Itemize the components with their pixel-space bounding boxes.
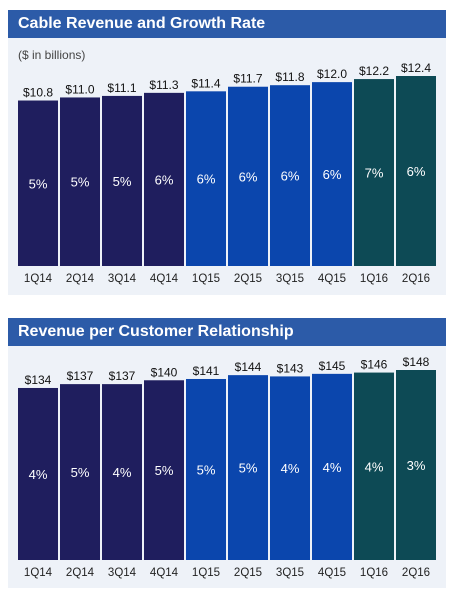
unit-subtitle: ($ in billions) [18,48,86,62]
growth-rate-label: 6% [407,164,426,179]
bar [228,86,268,267]
x-tick-label: 1Q16 [360,273,388,285]
growth-rate-label: 7% [365,166,384,181]
revenue-per-customer-panel: Revenue per Customer Relationship $134 4%… [8,318,446,588]
bar-value-label: $11.7 [233,72,262,86]
growth-rate-label: 6% [239,169,258,184]
bar [354,372,394,560]
bar-value-label: $148 [403,355,430,369]
bar [18,100,58,266]
x-tick-label: 3Q15 [276,567,304,579]
bar [396,76,436,266]
cable-revenue-chart: $10.8 5% 1Q14 $11.0 5% 2Q14 $11.1 5% 3Q14 $11.3 6%… [18,61,436,285]
x-tick-label: 1Q14 [24,567,53,579]
bar-value-label: $137 [109,369,136,383]
bar-value-label: $11.8 [275,70,304,84]
revenue-per-customer-chart: $134 4% 1Q14 $137 5% 2Q14 $137 4% 3Q14 $140 5% 4Q14… [18,355,436,579]
x-tick-label: 2Q15 [234,567,262,579]
bar-value-label: $11.1 [107,81,136,95]
bar-value-label: $11.3 [149,78,178,92]
cable-revenue-panel: Cable Revenue and Growth Rate ($ in bill… [8,10,446,295]
bar [312,82,352,267]
bar-value-label: $11.0 [65,82,94,96]
bar-value-label: $146 [361,358,388,372]
growth-rate-label: 4% [29,467,48,482]
bar [186,378,226,560]
growth-rate-label: 6% [323,167,342,182]
bar [102,384,142,560]
growth-rate-label: 5% [71,175,90,190]
bar [60,97,100,266]
x-tick-label: 3Q14 [108,567,137,579]
x-tick-label: 2Q14 [66,273,95,285]
x-tick-label: 4Q14 [150,273,179,285]
bar-value-label: $144 [235,360,262,374]
x-tick-label: 1Q15 [192,273,220,285]
bar [60,384,100,560]
x-tick-label: 2Q14 [66,567,95,579]
bar [228,375,268,560]
growth-rate-label: 5% [113,174,132,189]
growth-rate-label: 6% [155,172,174,187]
bar-value-label: $12.0 [317,67,347,81]
x-tick-label: 2Q15 [234,273,262,285]
bar [396,370,436,560]
growth-rate-label: 4% [365,459,384,474]
growth-rate-label: 4% [323,460,342,475]
growth-rate-label: 4% [281,461,300,476]
bar [186,91,226,267]
bar [102,95,142,266]
bar-value-label: $141 [193,364,220,378]
growth-rate-label: 6% [197,172,216,187]
x-tick-label: 1Q16 [360,567,388,579]
bar-value-label: $11.4 [191,76,220,90]
growth-rate-label: 4% [113,465,132,480]
bar-value-label: $145 [319,359,346,373]
bar-value-label: $12.4 [401,61,431,75]
bar [270,376,310,560]
growth-rate-label: 5% [71,465,90,480]
bar [144,92,184,267]
x-tick-label: 4Q14 [150,567,179,579]
growth-rate-label: 3% [407,458,426,473]
bar [18,387,58,560]
x-tick-label: 1Q15 [192,567,220,579]
x-tick-label: 2Q16 [402,567,430,579]
bar-value-label: $137 [67,369,94,383]
x-tick-label: 4Q15 [318,273,346,285]
panel-title: Revenue per Customer Relationship [8,318,446,346]
panel-title: Cable Revenue and Growth Rate [8,10,446,38]
growth-rate-label: 5% [239,461,258,476]
bar-value-label: $134 [25,373,52,387]
x-tick-label: 3Q14 [108,273,137,285]
bar-value-label: $12.2 [359,64,389,78]
x-tick-label: 1Q14 [24,273,53,285]
bar [270,85,310,267]
bar [144,380,184,560]
growth-rate-label: 5% [197,462,216,477]
bar [312,373,352,560]
x-tick-label: 2Q16 [402,273,430,285]
x-tick-label: 3Q15 [276,273,304,285]
growth-rate-label: 5% [155,463,174,478]
x-tick-label: 4Q15 [318,567,346,579]
bar-value-label: $140 [151,365,178,379]
bar-value-label: $10.8 [23,86,53,100]
bar [354,79,394,266]
bar-value-label: $143 [277,361,304,375]
growth-rate-label: 6% [281,169,300,184]
growth-rate-label: 5% [29,176,48,191]
